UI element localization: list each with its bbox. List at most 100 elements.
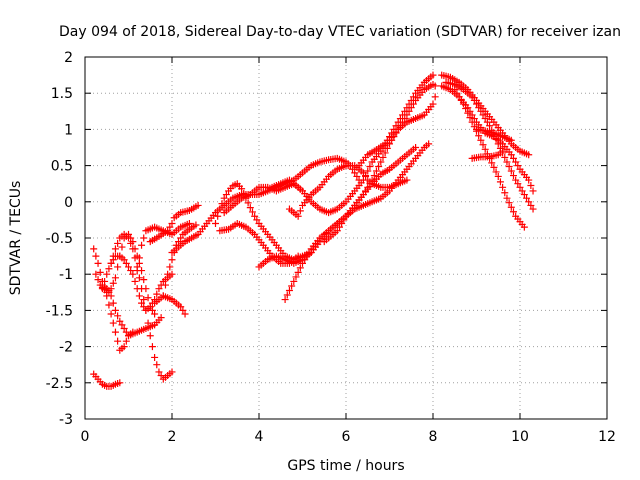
data-point <box>431 82 439 90</box>
data-point <box>501 189 509 197</box>
data-point <box>479 141 487 149</box>
data-point <box>140 296 148 304</box>
data-point <box>216 205 224 213</box>
data-point <box>477 136 485 144</box>
data-point <box>475 104 483 112</box>
data-point <box>396 115 404 123</box>
data-point <box>464 109 472 117</box>
data-point <box>368 176 376 184</box>
data-point <box>111 274 119 282</box>
data-point <box>118 321 126 329</box>
data-point <box>138 299 146 307</box>
data-point <box>109 299 117 307</box>
data-point <box>335 223 343 231</box>
data-series <box>151 292 189 318</box>
data-point <box>409 93 417 101</box>
data-point <box>157 314 165 322</box>
data-point <box>105 301 113 309</box>
data-point <box>353 172 361 180</box>
data-point <box>303 252 311 260</box>
data-point <box>166 263 174 271</box>
data-point <box>512 176 520 184</box>
data-point <box>177 303 185 311</box>
data-point <box>462 105 470 113</box>
y-tick-label: 1.5 <box>51 86 73 102</box>
data-point <box>477 107 485 115</box>
data-point <box>181 310 189 318</box>
data-point <box>296 207 304 215</box>
data-point <box>381 149 389 157</box>
data-point <box>338 220 346 228</box>
data-point <box>92 252 100 260</box>
data-point <box>253 216 261 224</box>
data-point <box>103 285 111 293</box>
data-point <box>140 303 148 311</box>
data-point <box>523 194 531 202</box>
data-point <box>220 194 228 202</box>
data-point <box>107 292 115 300</box>
data-point <box>381 140 389 148</box>
data-series <box>285 162 411 220</box>
data-point <box>305 248 313 256</box>
data-point <box>451 86 459 94</box>
data-point <box>403 104 411 112</box>
data-point <box>431 93 439 101</box>
data-point <box>161 281 169 289</box>
y-tick-label: 0 <box>64 195 73 211</box>
data-point <box>90 245 98 253</box>
data-point <box>403 176 411 184</box>
data-point <box>120 325 128 332</box>
data-point <box>468 93 476 101</box>
y-tick-label: 0.5 <box>51 159 73 175</box>
data-point <box>116 379 124 387</box>
data-point <box>105 265 113 273</box>
data-point <box>429 71 437 79</box>
data-point <box>111 328 119 336</box>
data-point <box>481 145 489 153</box>
data-point <box>192 221 200 229</box>
chart-title: Day 094 of 2018, Sidereal Day-to-day VTE… <box>59 24 621 40</box>
data-point <box>383 144 391 152</box>
data-point <box>94 276 102 284</box>
data-point <box>386 133 393 141</box>
data-point <box>457 96 465 104</box>
data-point <box>116 317 124 325</box>
y-tick-label: -3 <box>59 412 73 428</box>
data-point <box>503 158 511 166</box>
data-point <box>129 270 137 278</box>
data-point <box>148 306 156 314</box>
data-point <box>103 270 111 278</box>
data-point <box>459 100 467 108</box>
data-point <box>301 256 309 264</box>
data-point <box>105 288 113 296</box>
data-point <box>509 172 517 180</box>
y-tick-label: 1 <box>64 122 73 138</box>
data-point <box>499 183 507 191</box>
data-point <box>425 140 433 148</box>
data-point <box>294 212 302 220</box>
data-point <box>512 158 520 166</box>
data-point <box>168 368 176 376</box>
data-point <box>525 198 533 206</box>
data-point <box>164 227 172 235</box>
data-point <box>407 96 415 104</box>
data-series <box>468 147 507 162</box>
data-point <box>527 182 535 190</box>
data-series <box>320 81 439 246</box>
data-point <box>509 154 517 162</box>
data-point <box>179 306 187 314</box>
data-point <box>296 264 304 272</box>
data-point <box>92 270 100 278</box>
data-point <box>122 259 130 267</box>
data-point <box>525 151 533 159</box>
x-tick-label: 6 <box>342 429 351 445</box>
x-tick-label: 0 <box>81 429 90 445</box>
data-point <box>514 162 522 170</box>
data-point <box>138 241 146 249</box>
data-point <box>151 310 159 318</box>
data-point <box>333 227 341 235</box>
data-point <box>294 268 302 276</box>
data-point <box>248 208 256 216</box>
data-point <box>529 205 537 213</box>
data-point <box>155 368 163 376</box>
